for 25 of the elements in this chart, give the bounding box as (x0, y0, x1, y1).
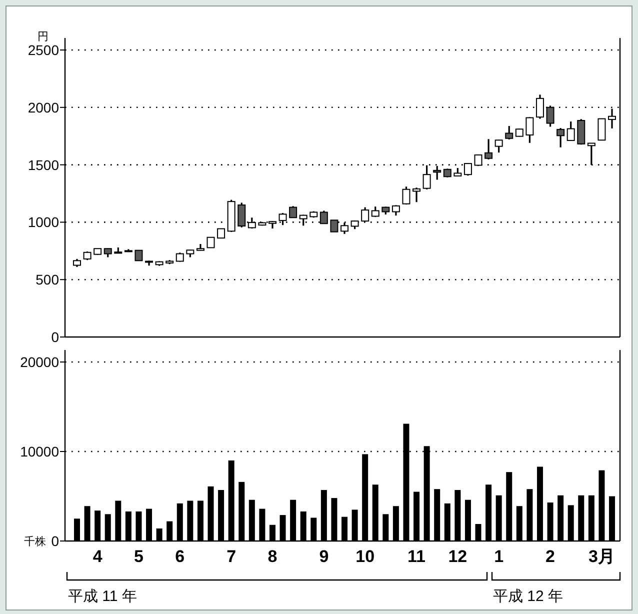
x-tick-label: 12 (448, 547, 468, 566)
x-tick-label: 9 (319, 547, 329, 566)
y-tick-label: 20000 (20, 354, 60, 370)
x-tick-label: 7 (226, 547, 236, 566)
y-tick-label: 2500 (28, 42, 60, 58)
x-tick-label: 11 (408, 547, 426, 566)
x-tick-label: 2 (546, 547, 556, 566)
y-axis-title: 千株 (24, 535, 46, 548)
text: 平成 12 年 (493, 588, 564, 605)
y-tick-label: 500 (36, 272, 60, 288)
y-tick-label: 1500 (28, 156, 60, 173)
y-tick-label: 0 (51, 329, 60, 345)
x-tick-label: 3月 (588, 547, 615, 566)
y-tick-label: 2000 (28, 99, 60, 116)
y-tick-label: 0 (51, 533, 60, 549)
x-tick-label: 4 (92, 547, 103, 566)
x-tick-label: 5 (134, 547, 144, 566)
y-tick-label: 10000 (20, 444, 60, 460)
y-tick-label: 1000 (28, 214, 60, 230)
y-axis-title: 円 (38, 31, 48, 43)
x-tick-label: 1 (494, 547, 504, 566)
text: 平成 11 年 (68, 588, 137, 605)
x-tick-label: 8 (268, 547, 278, 566)
x-tick-label: 10 (356, 547, 375, 566)
x-tick-label: 6 (175, 547, 185, 566)
